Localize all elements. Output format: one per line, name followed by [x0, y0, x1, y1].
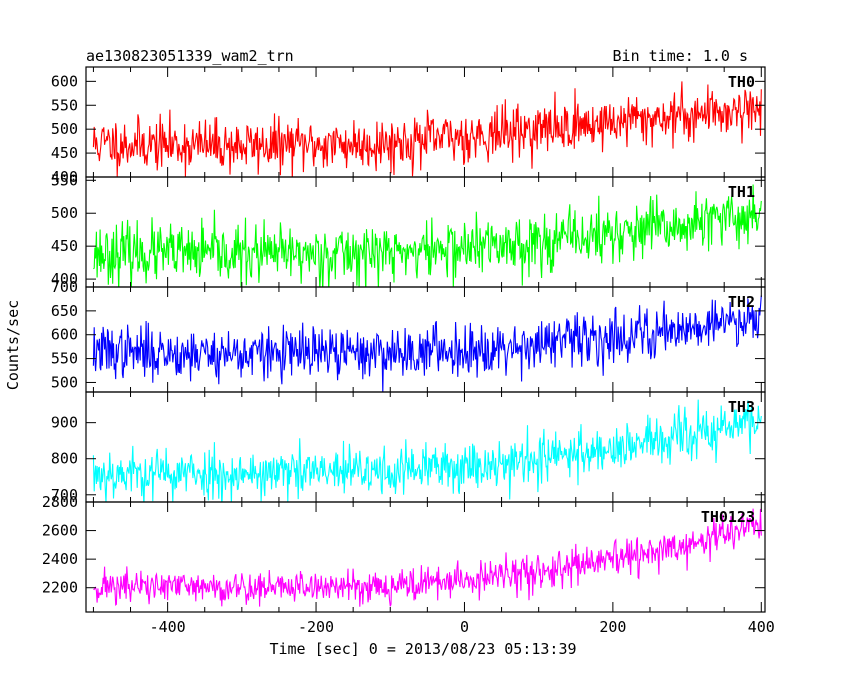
y-tick-label: 400 — [51, 168, 78, 186]
series-line-th2 — [92, 295, 762, 392]
y-tick-label: 2200 — [42, 579, 78, 597]
y-tick-label: 550 — [51, 171, 78, 189]
y-tick-label: 550 — [51, 96, 78, 114]
series-line-th0 — [92, 81, 762, 177]
y-tick-label: 700 — [51, 486, 78, 504]
y-tick-label: 550 — [51, 350, 78, 368]
y-tick-label: 500 — [51, 373, 78, 391]
x-axis-label: Time [sec] 0 = 2013/08/23 05:13:39 — [269, 640, 576, 658]
panel-frame-th0123 — [85, 501, 766, 613]
panel-label-th0: TH0 — [728, 73, 755, 91]
y-tick-label: 450 — [51, 237, 78, 255]
y-tick-label: 900 — [51, 414, 78, 432]
y-tick-label: 2800 — [42, 493, 78, 511]
x-tick-label: 200 — [599, 618, 626, 636]
panel-label-th0123: TH0123 — [701, 508, 755, 526]
panel-label-th2: TH2 — [728, 293, 755, 311]
y-tick-label: 450 — [51, 144, 78, 162]
panel-label-th1: TH1 — [728, 183, 755, 201]
y-tick-label: 600 — [51, 326, 78, 344]
y-tick-label: 800 — [51, 450, 78, 468]
y-tick-label: 500 — [51, 120, 78, 138]
panels-group: 400 450 500 550 600 TH0 400 450 500 550 TH1 500 550 6… — [42, 66, 775, 636]
y-tick-label: 2400 — [42, 550, 78, 568]
y-tick-label: 500 — [51, 204, 78, 222]
x-tick-label: -400 — [150, 618, 186, 636]
y-tick-label: 650 — [51, 302, 78, 320]
bin-time-label: Bin time: 1.0 s — [613, 47, 748, 65]
y-tick-label: 2600 — [42, 522, 78, 540]
y-tick-label: 700 — [51, 278, 78, 296]
y-tick-label: 400 — [51, 270, 78, 288]
y-axis-label: Counts/sec — [4, 300, 22, 390]
series-line-th1 — [93, 184, 762, 287]
series-line-th0123 — [93, 508, 762, 607]
x-tick-label: -200 — [298, 618, 334, 636]
panel-label-th3: TH3 — [728, 398, 755, 416]
y-tick-label: 600 — [51, 72, 78, 90]
x-tick-label: 0 — [460, 618, 469, 636]
series-line-th3 — [92, 399, 762, 502]
x-tick-label: 400 — [748, 618, 775, 636]
chart-title: ae130823051339_wam2_trn — [86, 47, 294, 65]
